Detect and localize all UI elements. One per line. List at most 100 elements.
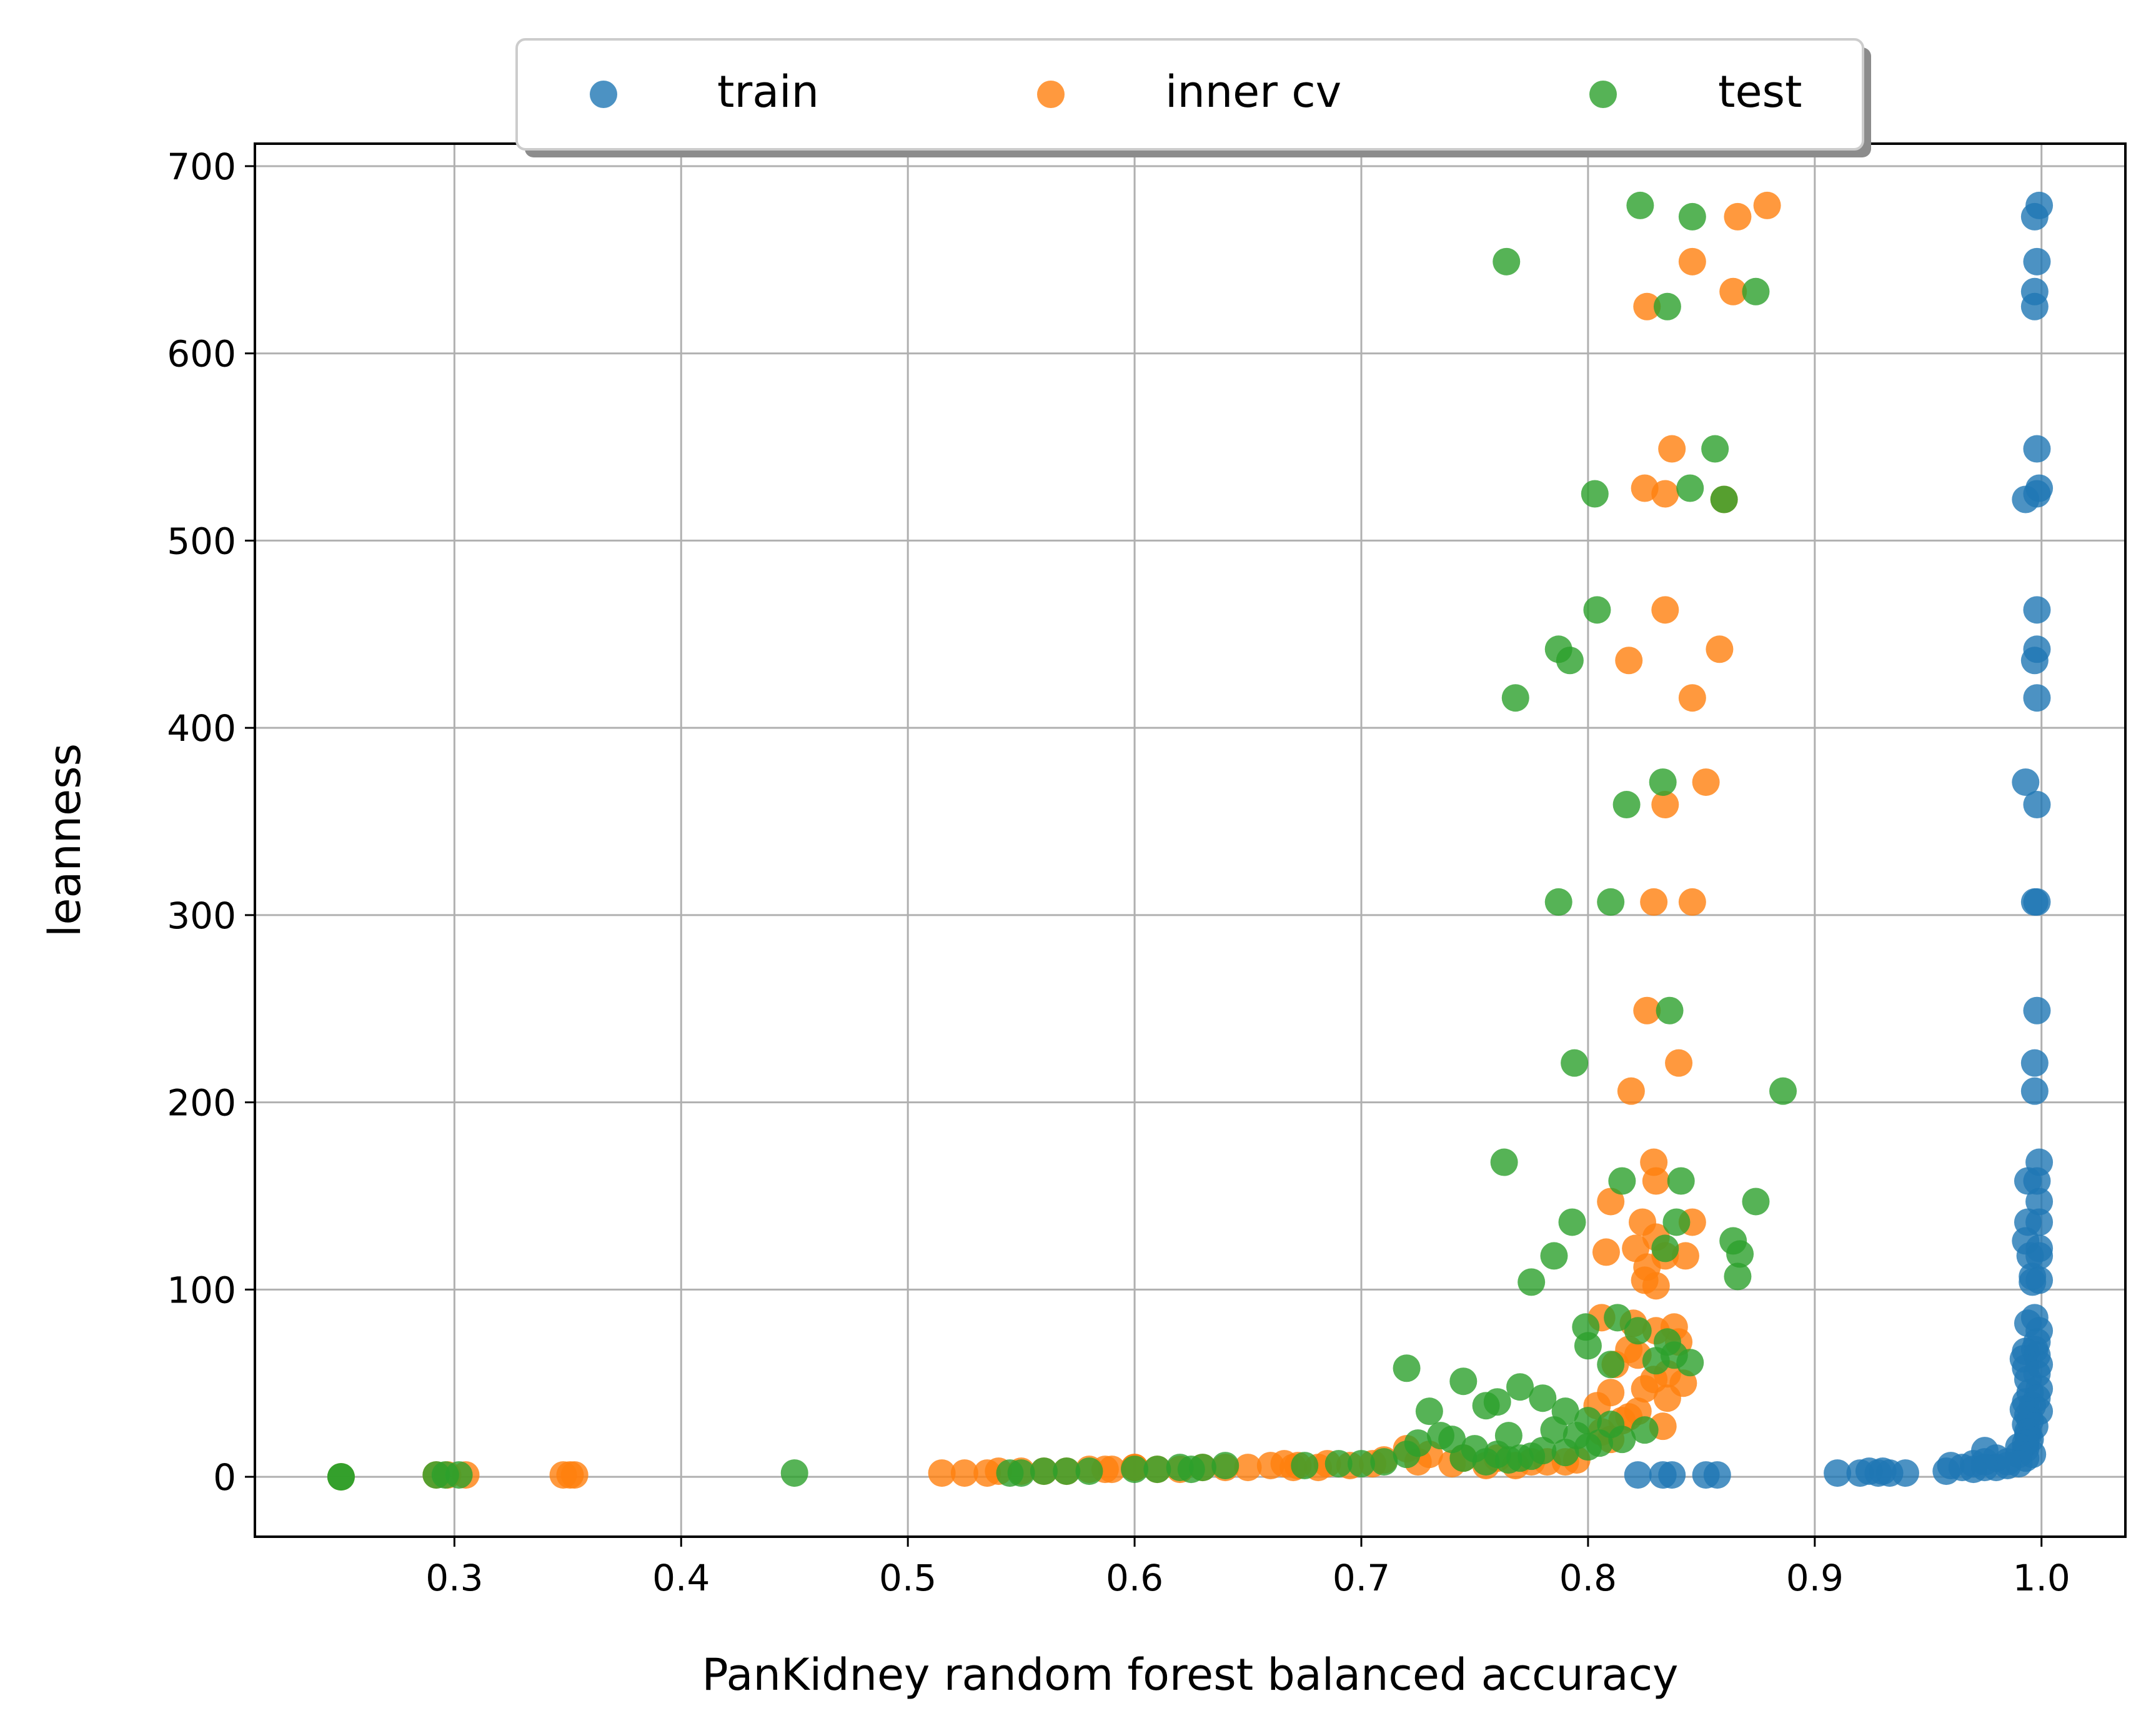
legend-entry-train: train <box>590 66 819 117</box>
point-test <box>1540 1416 1568 1444</box>
x-tick-label: 0.6 <box>1106 1557 1163 1599</box>
legend: train inner cv test <box>515 38 1871 157</box>
point-train <box>2023 684 2051 712</box>
point-test <box>1676 474 1704 502</box>
legend-marker-train <box>590 81 617 108</box>
point-test <box>1427 1422 1455 1450</box>
series-inner-cv <box>327 191 1781 1491</box>
point-inner-cv <box>1651 596 1679 624</box>
point-test <box>1472 1448 1500 1476</box>
y-tick-label: 400 <box>167 707 236 750</box>
point-inner-cv <box>1692 768 1720 796</box>
point-train <box>2023 480 2051 508</box>
point-test <box>1769 1077 1797 1105</box>
point-inner-cv <box>1592 1238 1620 1266</box>
point-train <box>2025 1188 2054 1216</box>
x-axis-ticks: 0.3 0.4 0.5 0.6 0.7 0.8 0.9 1.0 <box>425 1537 2070 1599</box>
point-test <box>1393 1441 1421 1469</box>
point-test <box>1551 1439 1579 1467</box>
point-inner-cv <box>1642 1272 1670 1300</box>
point-test <box>996 1459 1024 1487</box>
point-inner-cv <box>1617 1077 1645 1105</box>
point-test <box>1742 277 1770 305</box>
point-test <box>1597 888 1625 916</box>
point-train <box>1994 1448 2022 1476</box>
x-tick-label: 0.8 <box>1559 1557 1617 1599</box>
point-test <box>1030 1457 1058 1486</box>
point-inner-cv <box>1234 1454 1262 1482</box>
point-train <box>2023 791 2051 819</box>
point-test <box>1742 1188 1770 1216</box>
point-test <box>1518 1442 1546 1471</box>
point-test <box>1166 1454 1194 1482</box>
point-test <box>1493 247 1521 275</box>
point-test <box>1370 1448 1398 1476</box>
point-inner-cv <box>1706 635 1734 663</box>
x-tick-label: 0.7 <box>1333 1557 1390 1599</box>
point-test <box>1494 1446 1523 1474</box>
point-test <box>1393 1354 1421 1382</box>
point-inner-cv <box>1665 1049 1693 1077</box>
point-test <box>1631 1416 1659 1444</box>
point-train <box>2020 1077 2049 1105</box>
point-train <box>1624 1461 1652 1489</box>
point-train <box>2023 996 2051 1024</box>
y-tick-label: 100 <box>167 1269 236 1311</box>
point-inner-cv <box>1678 888 1706 916</box>
point-train <box>2012 768 2040 796</box>
point-train <box>1891 1459 1919 1487</box>
point-inner-cv <box>1631 1375 1659 1403</box>
point-test <box>1583 596 1611 624</box>
point-inner-cv <box>1597 1188 1625 1216</box>
x-tick-label: 0.3 <box>425 1557 483 1599</box>
legend-label-train: train <box>717 66 819 117</box>
point-test <box>1662 1208 1691 1236</box>
point-inner-cv <box>1678 684 1706 712</box>
point-inner-cv <box>1633 996 1661 1024</box>
point-test <box>1710 485 1738 513</box>
legend-marker-inner-cv <box>1037 81 1065 108</box>
point-inner-cv <box>1640 888 1668 916</box>
point-test <box>1291 1452 1319 1480</box>
legend-frame <box>515 38 1864 151</box>
point-inner-cv <box>928 1459 956 1487</box>
point-train <box>1932 1457 1960 1486</box>
point-test <box>1597 1351 1625 1379</box>
point-train <box>2020 647 2049 675</box>
series-train <box>1624 191 2054 1489</box>
point-test <box>1612 791 1641 819</box>
y-tick-label: 200 <box>167 1082 236 1124</box>
point-test <box>1544 888 1572 916</box>
point-train <box>1824 1459 1852 1487</box>
point-train <box>2023 888 2051 916</box>
point-inner-cv <box>1633 292 1661 320</box>
point-inner-cv <box>1642 1167 1670 1195</box>
point-test <box>1518 1268 1546 1296</box>
point-train <box>2014 1167 2042 1195</box>
point-test <box>780 1459 808 1487</box>
legend-entry-inner-cv: inner cv <box>1037 66 1341 117</box>
point-train <box>2020 202 2049 231</box>
point-test <box>1121 1456 1149 1484</box>
x-axis-label: PanKidney random forest balanced accurac… <box>702 1649 1678 1700</box>
y-tick-label: 300 <box>167 895 236 937</box>
legend-marker-test <box>1589 81 1617 108</box>
point-test <box>1574 1433 1602 1461</box>
x-tick-label: 1.0 <box>2013 1557 2070 1599</box>
point-test <box>1656 996 1684 1024</box>
point-test <box>1676 1349 1704 1377</box>
legend-entry-test: test <box>1589 66 1802 117</box>
point-test <box>1449 1367 1478 1396</box>
point-test <box>1558 1208 1586 1236</box>
point-train <box>1658 1461 1686 1489</box>
point-test <box>1624 1317 1652 1345</box>
point-train <box>2023 247 2051 275</box>
point-train <box>1703 1461 1731 1489</box>
point-test <box>1529 1384 1557 1412</box>
point-test <box>1581 480 1609 508</box>
x-tick-label: 0.5 <box>879 1557 936 1599</box>
point-test <box>1490 1148 1518 1176</box>
point-test <box>1649 768 1677 796</box>
